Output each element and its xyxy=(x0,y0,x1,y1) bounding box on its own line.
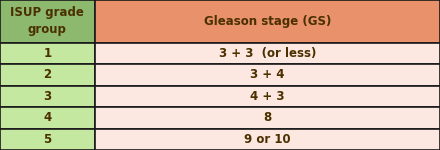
Bar xyxy=(95,129,440,150)
Bar xyxy=(95,107,440,129)
Bar xyxy=(0,64,95,86)
Bar xyxy=(95,64,440,86)
Text: 3 + 4: 3 + 4 xyxy=(250,69,285,81)
Text: 3 + 3  (or less): 3 + 3 (or less) xyxy=(219,47,316,60)
Bar xyxy=(95,43,440,64)
Bar xyxy=(95,86,440,107)
Bar xyxy=(0,107,95,129)
Bar xyxy=(0,129,95,150)
Bar xyxy=(0,43,95,64)
Text: 2: 2 xyxy=(43,69,51,81)
Text: 3: 3 xyxy=(43,90,51,103)
Text: 4: 4 xyxy=(43,111,51,124)
Text: 8: 8 xyxy=(263,111,271,124)
Bar xyxy=(0,86,95,107)
Text: Gleason stage (GS): Gleason stage (GS) xyxy=(204,15,331,28)
Text: 4 + 3: 4 + 3 xyxy=(250,90,285,103)
Text: 1: 1 xyxy=(43,47,51,60)
Bar xyxy=(0,0,95,43)
Text: 9 or 10: 9 or 10 xyxy=(244,133,290,146)
Text: ISUP grade
group: ISUP grade group xyxy=(11,6,84,36)
Text: 5: 5 xyxy=(43,133,51,146)
Bar xyxy=(95,0,440,43)
